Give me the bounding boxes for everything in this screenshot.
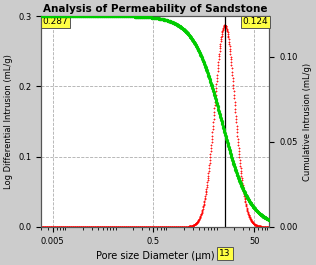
Y-axis label: Log Differential Intrusion (mL/g): Log Differential Intrusion (mL/g) xyxy=(4,54,13,189)
Text: 0.287: 0.287 xyxy=(43,17,69,26)
X-axis label: Pore size Diameter (μm): Pore size Diameter (μm) xyxy=(96,251,215,261)
Text: 13: 13 xyxy=(219,249,231,258)
Text: 0.124: 0.124 xyxy=(242,17,268,26)
Y-axis label: Cumulative Intrusion (mL/g): Cumulative Intrusion (mL/g) xyxy=(303,62,312,180)
Title: Analysis of Permeability of Sandstone: Analysis of Permeability of Sandstone xyxy=(43,4,268,14)
